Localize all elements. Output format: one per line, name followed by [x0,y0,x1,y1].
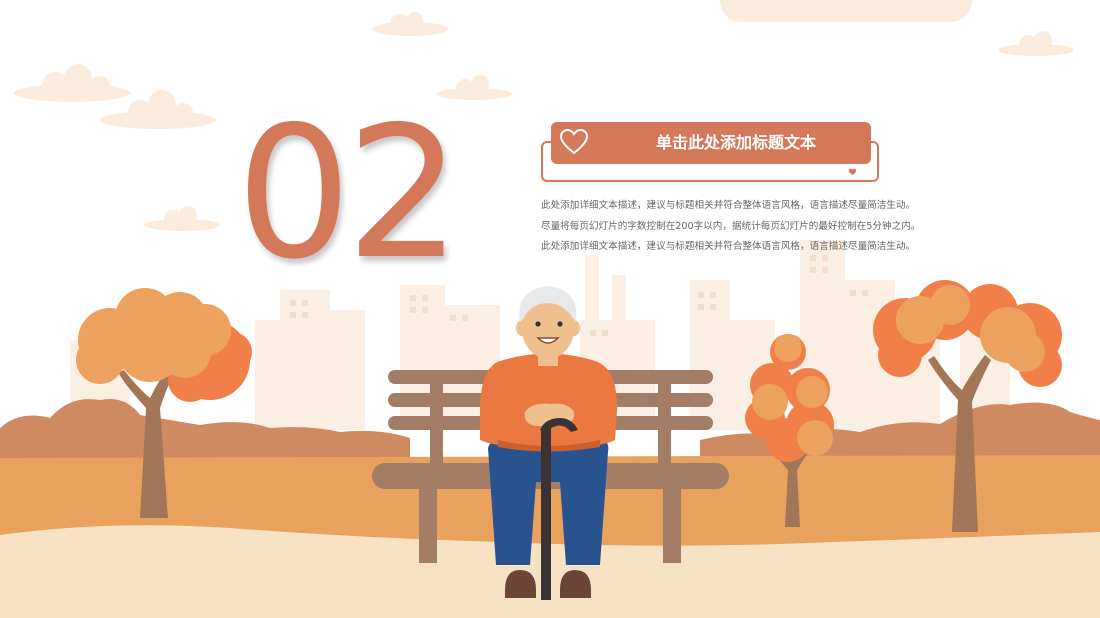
bush-band [0,399,410,470]
heart-outline-icon [559,128,589,155]
cloud [436,75,512,100]
smile [536,337,560,344]
cloud-top-right [720,0,972,22]
slide-title: 单击此处添加标题文本 [655,133,816,152]
title-box[interactable]: 单击此处添加标题文本 [551,122,871,164]
skyline-windows [290,255,988,336]
cloud [100,90,216,129]
elderly-man [480,286,618,600]
cloud [372,12,448,36]
tree-foliage [752,334,833,456]
jeans [488,440,609,565]
description-line: 此处添加详细文本描述，建议与标题相关并符合整体语言风格，语言描述尽量简洁生动。 [541,241,916,252]
sweater [480,353,618,448]
walking-cane [541,428,551,600]
heart-icon [848,168,857,176]
right-tree [873,280,1062,532]
sweater-hem [498,440,600,452]
left-tree [76,288,252,518]
shoe [560,570,591,598]
tree-foliage [76,288,231,384]
cloud [144,206,220,231]
shoe [505,570,536,598]
middle-tree [745,334,834,527]
description-line: 此处添加详细文本描述，建议与标题相关并符合整体语言风格，语言描述尽量简洁生动。 [541,200,916,211]
clouds [14,0,1074,231]
section-number: 02 [236,87,462,299]
cane-handle [540,418,578,434]
eye [557,321,563,327]
tree-trunk [118,365,176,518]
description-text: 此处添加详细文本描述，建议与标题相关并符合整体语言风格，语言描述尽量简洁生动。 … [541,196,1001,258]
hair [519,286,577,322]
tree-trunk [768,442,811,527]
tree-foliage [896,285,1045,372]
eye [535,321,541,327]
description-line: 尽量将每页幻灯片的字数控制在200字以内，据统计每页幻灯片的最好控制在5分钟之内… [541,220,921,232]
face [521,291,575,359]
tree-trunk [928,355,991,532]
cloud [14,64,130,102]
cloud [998,31,1074,56]
